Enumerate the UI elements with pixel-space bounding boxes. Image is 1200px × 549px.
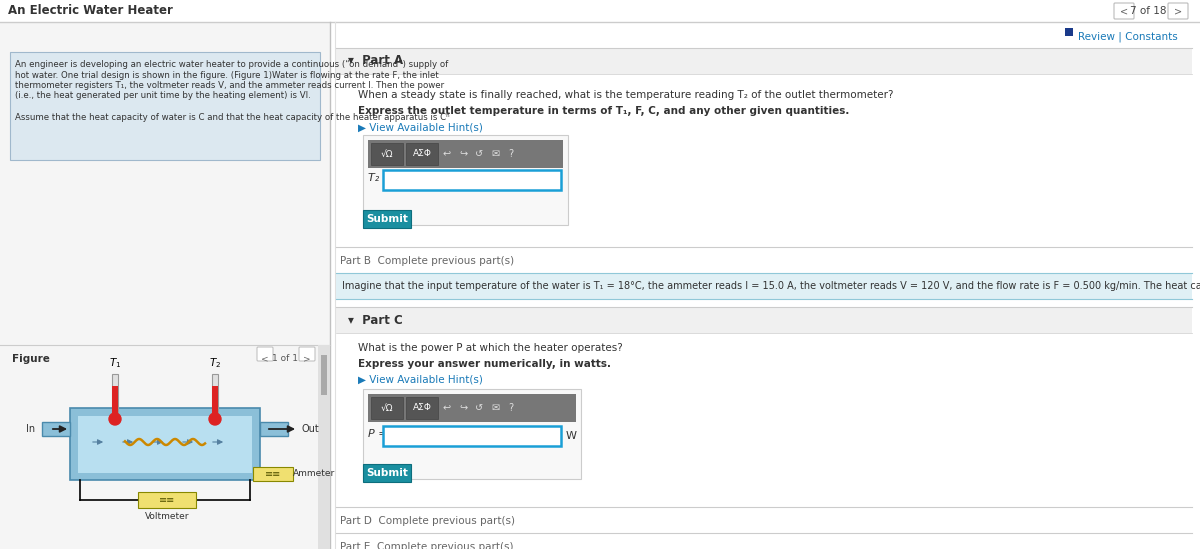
Text: ΑΣΦ: ΑΣΦ xyxy=(413,404,432,412)
Text: ΑΣΦ: ΑΣΦ xyxy=(413,149,432,159)
Text: <: < xyxy=(1120,6,1128,16)
Text: 7 of 18: 7 of 18 xyxy=(1129,6,1166,16)
Bar xyxy=(42,422,70,436)
Circle shape xyxy=(209,413,221,425)
Bar xyxy=(322,355,326,395)
Text: W: W xyxy=(566,431,577,441)
Text: Submit: Submit xyxy=(366,468,408,478)
Bar xyxy=(336,307,1192,333)
Text: In: In xyxy=(26,424,35,434)
Bar xyxy=(212,386,218,418)
Text: √Ω: √Ω xyxy=(380,404,394,412)
Text: √Ω: √Ω xyxy=(380,149,394,159)
Bar xyxy=(368,394,576,422)
Text: ↩: ↩ xyxy=(443,149,451,159)
Text: Review | Constants: Review | Constants xyxy=(1078,32,1177,42)
Text: Out: Out xyxy=(302,424,319,434)
Bar xyxy=(336,273,1192,299)
Text: What is the power P at which the heater operates?: What is the power P at which the heater … xyxy=(358,343,623,353)
FancyBboxPatch shape xyxy=(1168,3,1188,19)
Text: $T_1$: $T_1$ xyxy=(109,356,121,370)
Text: An Electric Water Heater: An Electric Water Heater xyxy=(8,4,173,18)
Text: ↪: ↪ xyxy=(458,403,467,413)
Text: ▶ View Available Hint(s): ▶ View Available Hint(s) xyxy=(358,375,482,385)
FancyBboxPatch shape xyxy=(257,347,274,361)
Text: Part B  Complete previous part(s): Part B Complete previous part(s) xyxy=(340,256,514,266)
Bar xyxy=(368,140,563,168)
Text: When a steady state is finally reached, what is the temperature reading T₂ of th: When a steady state is finally reached, … xyxy=(358,90,894,100)
Bar xyxy=(383,426,562,446)
Text: ≡≡: ≡≡ xyxy=(158,495,175,505)
Text: An engineer is developing an electric water heater to provide a continuous (“on : An engineer is developing an electric wa… xyxy=(14,60,449,69)
Bar xyxy=(406,397,438,419)
Text: Submit: Submit xyxy=(366,214,408,224)
Bar xyxy=(112,374,118,418)
Bar xyxy=(253,467,293,481)
Bar xyxy=(383,170,562,190)
Bar xyxy=(112,386,118,418)
Bar xyxy=(1066,28,1073,36)
Text: ▾  Part C: ▾ Part C xyxy=(348,313,403,327)
Text: ?: ? xyxy=(509,149,514,159)
Bar xyxy=(138,492,196,508)
Text: ▶ View Available Hint(s): ▶ View Available Hint(s) xyxy=(358,122,482,132)
Text: Figure: Figure xyxy=(12,354,50,364)
Text: ✉: ✉ xyxy=(491,403,499,413)
Text: (i.e., the heat generated per unit time by the heating element) is VI.: (i.e., the heat generated per unit time … xyxy=(14,92,311,100)
Text: 1 of 1: 1 of 1 xyxy=(272,354,298,363)
Text: Voltmeter: Voltmeter xyxy=(145,512,190,521)
Text: Imagine that the input temperature of the water is T₁ = 18°C, the ammeter reads : Imagine that the input temperature of th… xyxy=(342,281,1200,291)
Circle shape xyxy=(109,413,121,425)
Text: Part D  Complete previous part(s): Part D Complete previous part(s) xyxy=(340,516,515,526)
Text: ▾  Part A: ▾ Part A xyxy=(348,54,403,68)
Text: ↩: ↩ xyxy=(443,403,451,413)
Bar xyxy=(10,52,320,160)
Text: Assume that the heat capacity of water is C and that the heat capacity of the he: Assume that the heat capacity of water i… xyxy=(14,113,450,121)
Text: T₂ =: T₂ = xyxy=(368,173,392,183)
Bar xyxy=(371,143,403,165)
Text: Ammeter: Ammeter xyxy=(293,469,335,479)
Text: ↺: ↺ xyxy=(475,149,484,159)
Bar xyxy=(336,74,1192,244)
Bar xyxy=(336,333,1192,503)
Text: P =: P = xyxy=(368,429,388,439)
FancyBboxPatch shape xyxy=(299,347,314,361)
Bar xyxy=(212,374,218,418)
Text: ↺: ↺ xyxy=(475,403,484,413)
Text: Express your answer numerically, in watts.: Express your answer numerically, in watt… xyxy=(358,359,611,369)
Text: <: < xyxy=(262,354,269,363)
Text: Express the outlet temperature in terms of T₁, F, C, and any other given quantit: Express the outlet temperature in terms … xyxy=(358,106,850,116)
Bar xyxy=(70,408,260,480)
Bar xyxy=(371,397,403,419)
Text: ?: ? xyxy=(509,403,514,413)
FancyBboxPatch shape xyxy=(1114,3,1134,19)
Bar xyxy=(0,22,330,549)
Bar xyxy=(406,143,438,165)
Bar xyxy=(78,416,252,473)
Bar xyxy=(0,0,1200,22)
Bar xyxy=(10,52,320,160)
Bar xyxy=(364,389,581,479)
Text: Part E  Complete previous part(s): Part E Complete previous part(s) xyxy=(340,542,514,549)
Bar xyxy=(318,345,330,549)
Bar xyxy=(364,135,568,225)
Bar xyxy=(364,210,410,228)
Text: ≡≡: ≡≡ xyxy=(265,469,281,479)
Text: ✉: ✉ xyxy=(491,149,499,159)
Text: hot water. One trial design is shown in the figure. (Figure 1)Water is flowing a: hot water. One trial design is shown in … xyxy=(14,70,439,80)
Text: >: > xyxy=(1174,6,1182,16)
Text: $T_2$: $T_2$ xyxy=(209,356,221,370)
Bar xyxy=(336,48,1192,74)
Bar xyxy=(330,22,1200,549)
Text: >: > xyxy=(304,354,311,363)
Text: thermometer registers T₁, the voltmeter reads V, and the ammeter reads current I: thermometer registers T₁, the voltmeter … xyxy=(14,81,444,90)
Bar xyxy=(260,422,288,436)
Text: ↪: ↪ xyxy=(458,149,467,159)
Bar xyxy=(364,464,410,482)
